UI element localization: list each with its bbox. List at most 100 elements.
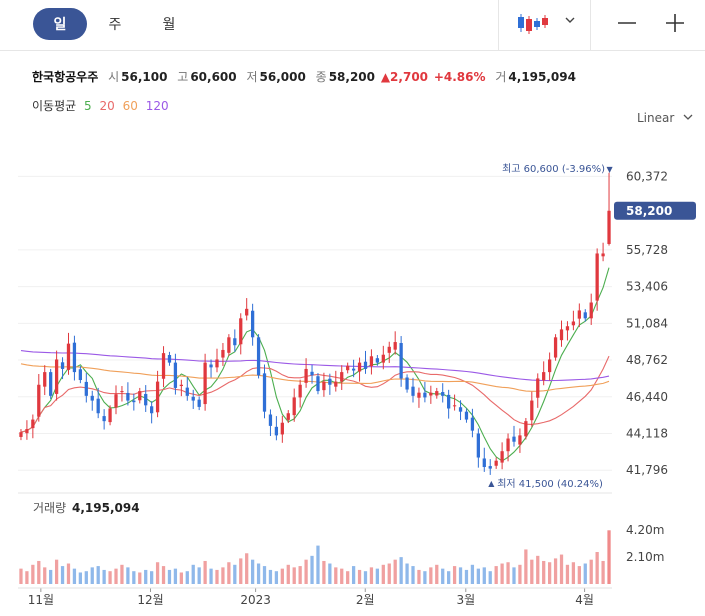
candle-body <box>547 359 552 373</box>
ma-120-label[interactable]: 120 <box>145 99 169 113</box>
volume-bar <box>179 572 183 584</box>
volume-bar <box>286 564 290 584</box>
current-price-label: 58,200 <box>626 204 672 218</box>
candle-body <box>25 429 29 434</box>
candle-body <box>553 337 558 358</box>
candle-body <box>215 359 219 368</box>
candle-body <box>536 378 540 398</box>
volume-bar <box>536 555 540 584</box>
volume-bar <box>197 567 201 584</box>
volume-bars: 4.20m 2.10m <box>19 523 664 584</box>
volume-tick-label: 4.20m <box>626 523 664 537</box>
volume-bar <box>601 560 605 584</box>
volume-bar <box>304 559 308 584</box>
volume-tick-label: 2.10m <box>626 550 664 564</box>
candle-body <box>577 310 581 319</box>
candle-body <box>328 378 332 385</box>
volume-bar <box>559 554 564 584</box>
volume-bar <box>470 564 475 584</box>
ma-5-label[interactable]: 5 <box>84 99 92 113</box>
candle-body <box>399 343 403 379</box>
candle-body <box>571 321 576 326</box>
ma-60-label[interactable]: 60 <box>122 99 138 113</box>
zoom-in-button[interactable] <box>660 10 690 38</box>
volume-bar <box>66 563 71 584</box>
chevron-down-icon <box>683 114 693 120</box>
candle-body <box>66 343 71 370</box>
candle-body <box>245 308 249 316</box>
volume-bar <box>191 564 195 584</box>
y-tick-label: 46,440 <box>626 390 668 404</box>
candle-body <box>31 419 35 429</box>
zoom-out-button[interactable] <box>612 10 642 38</box>
candle-body <box>381 354 385 363</box>
volume-bar <box>441 568 445 584</box>
candle-body <box>494 460 498 466</box>
candle-body <box>595 253 599 301</box>
volume-bar <box>494 566 498 584</box>
volume-bar <box>435 564 439 584</box>
volume-bar <box>280 568 284 584</box>
volume-bar <box>138 572 142 584</box>
high-annotation: 최고 60,600 (-3.96%) <box>502 163 605 175</box>
volume-bar <box>155 562 160 584</box>
candle-body <box>363 361 368 369</box>
candle-body <box>464 411 469 420</box>
candle-body <box>227 337 231 353</box>
volume-bar <box>328 563 332 584</box>
volume-bar <box>577 566 581 584</box>
volume-bar <box>132 571 136 584</box>
high-marker-icon: ▼ <box>606 165 613 174</box>
candle-body <box>179 384 183 387</box>
volume-bar <box>72 568 77 584</box>
ma-20-label[interactable]: 20 <box>99 99 115 113</box>
y-axis: 60,372 55,728 53,406 51,084 48,762 46,440 44,1… <box>626 169 668 477</box>
candle-body <box>161 353 166 379</box>
candle-body <box>589 302 593 319</box>
tab-week[interactable]: 주 <box>108 17 122 33</box>
tab-month[interactable]: 월 <box>162 17 176 33</box>
candle-body <box>90 395 94 401</box>
candle-body <box>304 368 308 383</box>
volume-value: 4,195,094 <box>508 70 576 84</box>
candle-body <box>351 368 356 371</box>
volume-bar <box>351 566 356 584</box>
volume-bar <box>399 557 403 584</box>
volume-bar <box>381 564 385 584</box>
candle-body <box>185 387 189 396</box>
x-tick-label: 2023 <box>240 593 271 607</box>
chart-type-dropdown[interactable] <box>512 10 582 38</box>
candle-body <box>470 417 475 431</box>
volume-bar <box>114 568 118 584</box>
toolbar-divider <box>498 0 499 50</box>
ma-line-20 <box>20 355 610 433</box>
candle-body <box>120 391 124 393</box>
scale-selector[interactable]: Linear <box>637 111 694 125</box>
volume-bar <box>25 571 29 584</box>
low-marker-icon: ▲ <box>488 479 495 488</box>
candle-body <box>476 433 480 458</box>
moving-average-lines <box>20 267 610 462</box>
volume-bar <box>571 562 576 584</box>
x-axis: 11월 12월 2023 2월 3월 4월 <box>18 587 612 607</box>
candle-body <box>607 210 611 244</box>
x-tick-label: 11월 <box>28 593 54 607</box>
volume-bar <box>500 563 504 584</box>
volume-bar <box>256 563 261 584</box>
candle-body <box>138 391 142 401</box>
candle-body <box>233 338 237 346</box>
change-percent: +4.86% <box>433 70 486 84</box>
candle-body <box>262 373 267 412</box>
x-tick-label: 3월 <box>456 593 475 607</box>
tab-day[interactable]: 일 <box>33 8 87 40</box>
candle-body <box>411 386 415 396</box>
candle-body <box>435 391 439 396</box>
volume-bar <box>357 569 362 584</box>
volume-bar <box>84 571 88 584</box>
volume-bar <box>340 568 344 584</box>
stock-name: 한국항공우주 <box>32 70 99 84</box>
volume-bar <box>518 564 522 584</box>
volume-bar <box>310 555 314 584</box>
volume-bar <box>447 571 451 584</box>
